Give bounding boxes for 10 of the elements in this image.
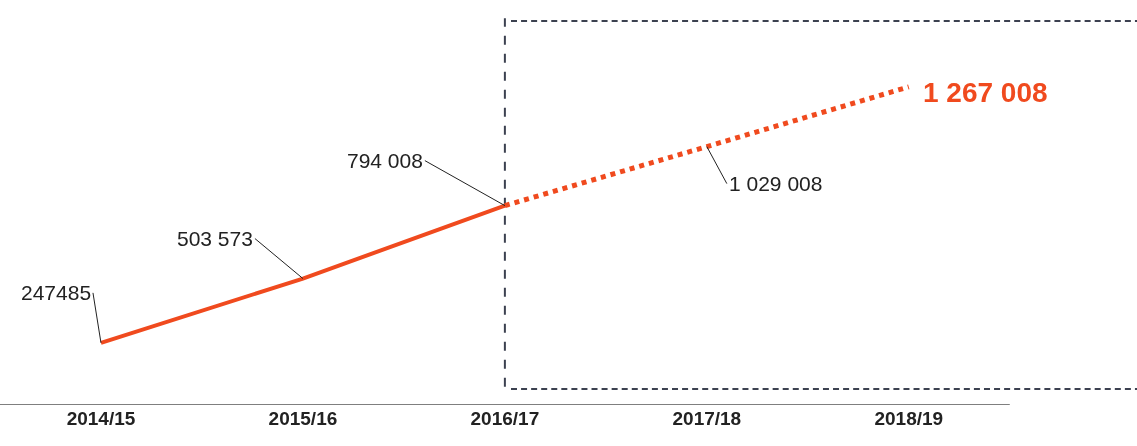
data-label: 247485 (21, 281, 92, 304)
x-tick-label: 2018/19 (874, 408, 944, 429)
x-tick-label: 2016/17 (470, 408, 540, 429)
data-label: 794 008 (347, 149, 423, 172)
x-tick-label: 2017/18 (672, 408, 742, 429)
data-label: 503 573 (177, 227, 253, 250)
data-label: 1 267 008 (923, 77, 1048, 108)
x-tick-label: 2014/15 (66, 408, 136, 429)
data-label: 1 029 008 (729, 172, 823, 195)
x-tick-label: 2015/16 (268, 408, 338, 429)
